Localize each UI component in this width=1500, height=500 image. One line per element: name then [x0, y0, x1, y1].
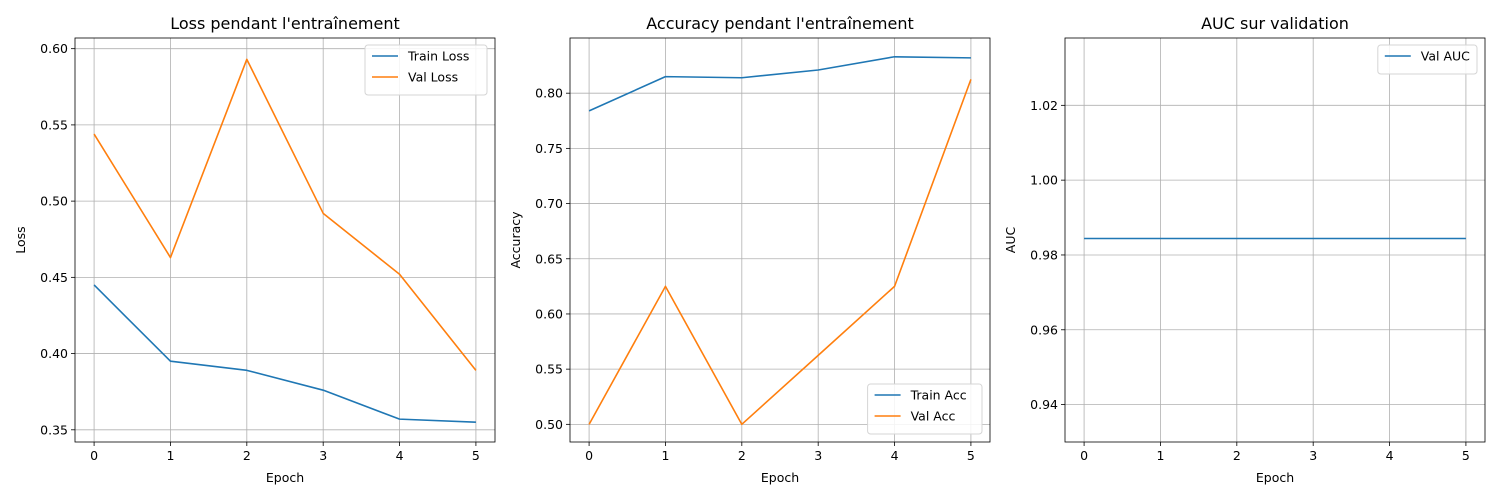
y-tick-label: 0.65: [535, 251, 563, 266]
y-tick-label: 0.60: [40, 41, 68, 56]
x-tick-label: 5: [472, 448, 480, 463]
series-line-val-acc: [588, 79, 972, 426]
y-tick-label: 0.96: [1030, 322, 1058, 337]
chart-panel-2: 0 1 2 3 4 5 0.50 0.55 0.60 0.65 0.70 0.75 0.80 Accura…: [508, 14, 991, 485]
x-axis-label: Epoch: [761, 470, 799, 485]
x-tick-label: 4: [891, 448, 899, 463]
y-tick-label: 0.80: [535, 86, 563, 101]
legend: Train Acc Val Acc: [867, 383, 983, 435]
legend: Train Loss Val Loss: [364, 44, 488, 96]
legend-box: [364, 44, 488, 96]
x-tick-label: 0: [90, 448, 98, 463]
y-tick-label: 0.50: [40, 194, 68, 209]
series-line-train-acc: [588, 55, 971, 112]
x-tick-label: 1: [166, 448, 174, 463]
chart-title: AUC sur validation: [1201, 14, 1349, 33]
y-axis-label: Accuracy: [508, 211, 523, 269]
x-tick-label: 1: [661, 448, 669, 463]
x-tick-label: 2: [243, 448, 251, 463]
legend-label: Train Loss: [407, 49, 469, 64]
plot-frame: [74, 37, 496, 443]
x-tick-label: 0: [585, 448, 593, 463]
y-axis-label: Loss: [13, 226, 28, 253]
x-tick-label: 3: [1309, 448, 1317, 463]
y-tick-label: 0.45: [40, 270, 68, 285]
chart-title: Loss pendant l'entraînement: [170, 14, 400, 33]
x-tick-label: 2: [738, 448, 746, 463]
x-tick-label: 0: [1080, 448, 1088, 463]
y-tick-label: 0.40: [40, 346, 68, 361]
y-tick-label: 0.98: [1030, 247, 1058, 262]
y-tick-label: 1.00: [1030, 173, 1058, 188]
y-tick-label: 1.02: [1030, 98, 1058, 113]
legend-label: Val AUC: [1421, 49, 1470, 64]
chart-panel-3: 0 1 2 3 4 5 0.94 0.96 0.98 1.00 1.02 AUC sur valida…: [1003, 14, 1486, 485]
legend-label: Val Acc: [911, 409, 956, 424]
x-tick-label: 2: [1233, 448, 1241, 463]
y-tick-label: 0.50: [535, 417, 563, 432]
series-line-train-loss: [93, 284, 476, 423]
x-tick-label: 3: [319, 448, 327, 463]
chart-title: Accuracy pendant l'entraînement: [646, 14, 914, 33]
legend-label: Train Acc: [910, 388, 967, 403]
y-tick-label: 0.94: [1030, 397, 1058, 412]
legend-label: Val Loss: [408, 70, 458, 85]
y-tick-label: 0.35: [40, 422, 68, 437]
chart-panel-1: 0 1 2 3 4 5 0.35 0.40 0.45 0.50 0.55 0.60 Loss penda…: [13, 14, 496, 485]
x-tick-label: 5: [967, 448, 975, 463]
x-tick-label: 3: [814, 448, 822, 463]
x-tick-label: 1: [1156, 448, 1164, 463]
x-tick-label: 4: [1386, 448, 1394, 463]
y-tick-label: 0.55: [40, 117, 68, 132]
x-tick-label: 5: [1462, 448, 1470, 463]
series-line-val-loss: [93, 58, 477, 371]
y-tick-label: 0.60: [535, 306, 563, 321]
y-tick-label: 0.70: [535, 196, 563, 211]
y-tick-label: 0.55: [535, 362, 563, 377]
plot-frame: [1064, 37, 1486, 443]
legend-box: [867, 383, 983, 435]
y-tick-label: 0.75: [535, 141, 563, 156]
x-axis-label: Epoch: [1256, 470, 1294, 485]
plot-frame: [569, 37, 991, 443]
y-axis-label: AUC: [1003, 227, 1018, 254]
legend: Val AUC: [1377, 44, 1478, 75]
x-axis-label: Epoch: [266, 470, 304, 485]
legend-box: [1377, 44, 1478, 75]
x-tick-label: 4: [396, 448, 404, 463]
